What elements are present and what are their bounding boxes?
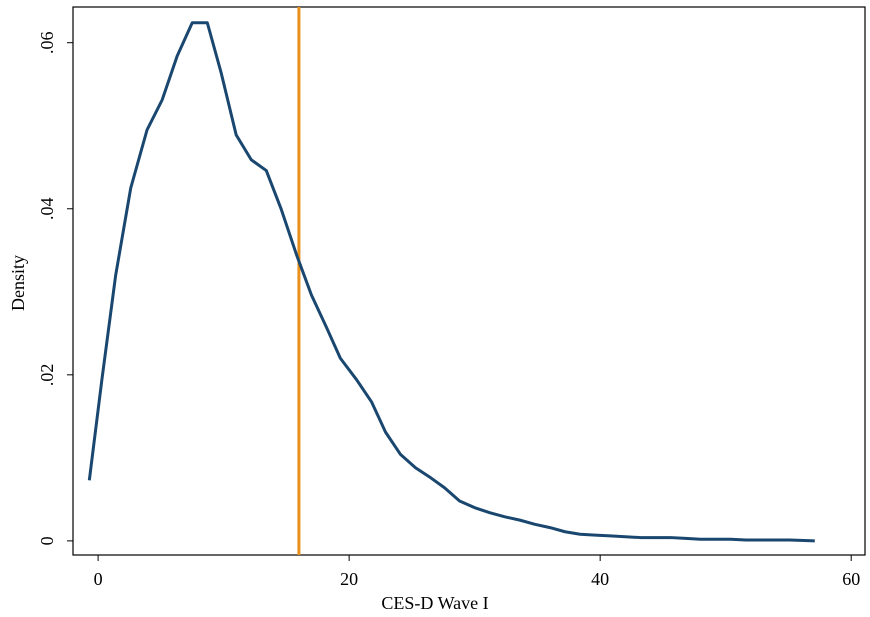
x-tick-label: 20 [340,569,358,589]
y-tick-label: 0 [37,536,57,545]
x-tick-label: 40 [591,569,609,589]
x-axis-label: CES-D Wave I [381,593,488,613]
x-tick-label: 0 [94,569,103,589]
y-tick-label: .06 [37,31,57,54]
plot-frame [72,6,866,556]
x-tick-label: 60 [842,569,860,589]
y-tick-label: .02 [37,364,57,387]
density-line [87,21,815,543]
y-axis-label: Density [8,255,28,311]
y-tick-label: .04 [37,198,57,221]
